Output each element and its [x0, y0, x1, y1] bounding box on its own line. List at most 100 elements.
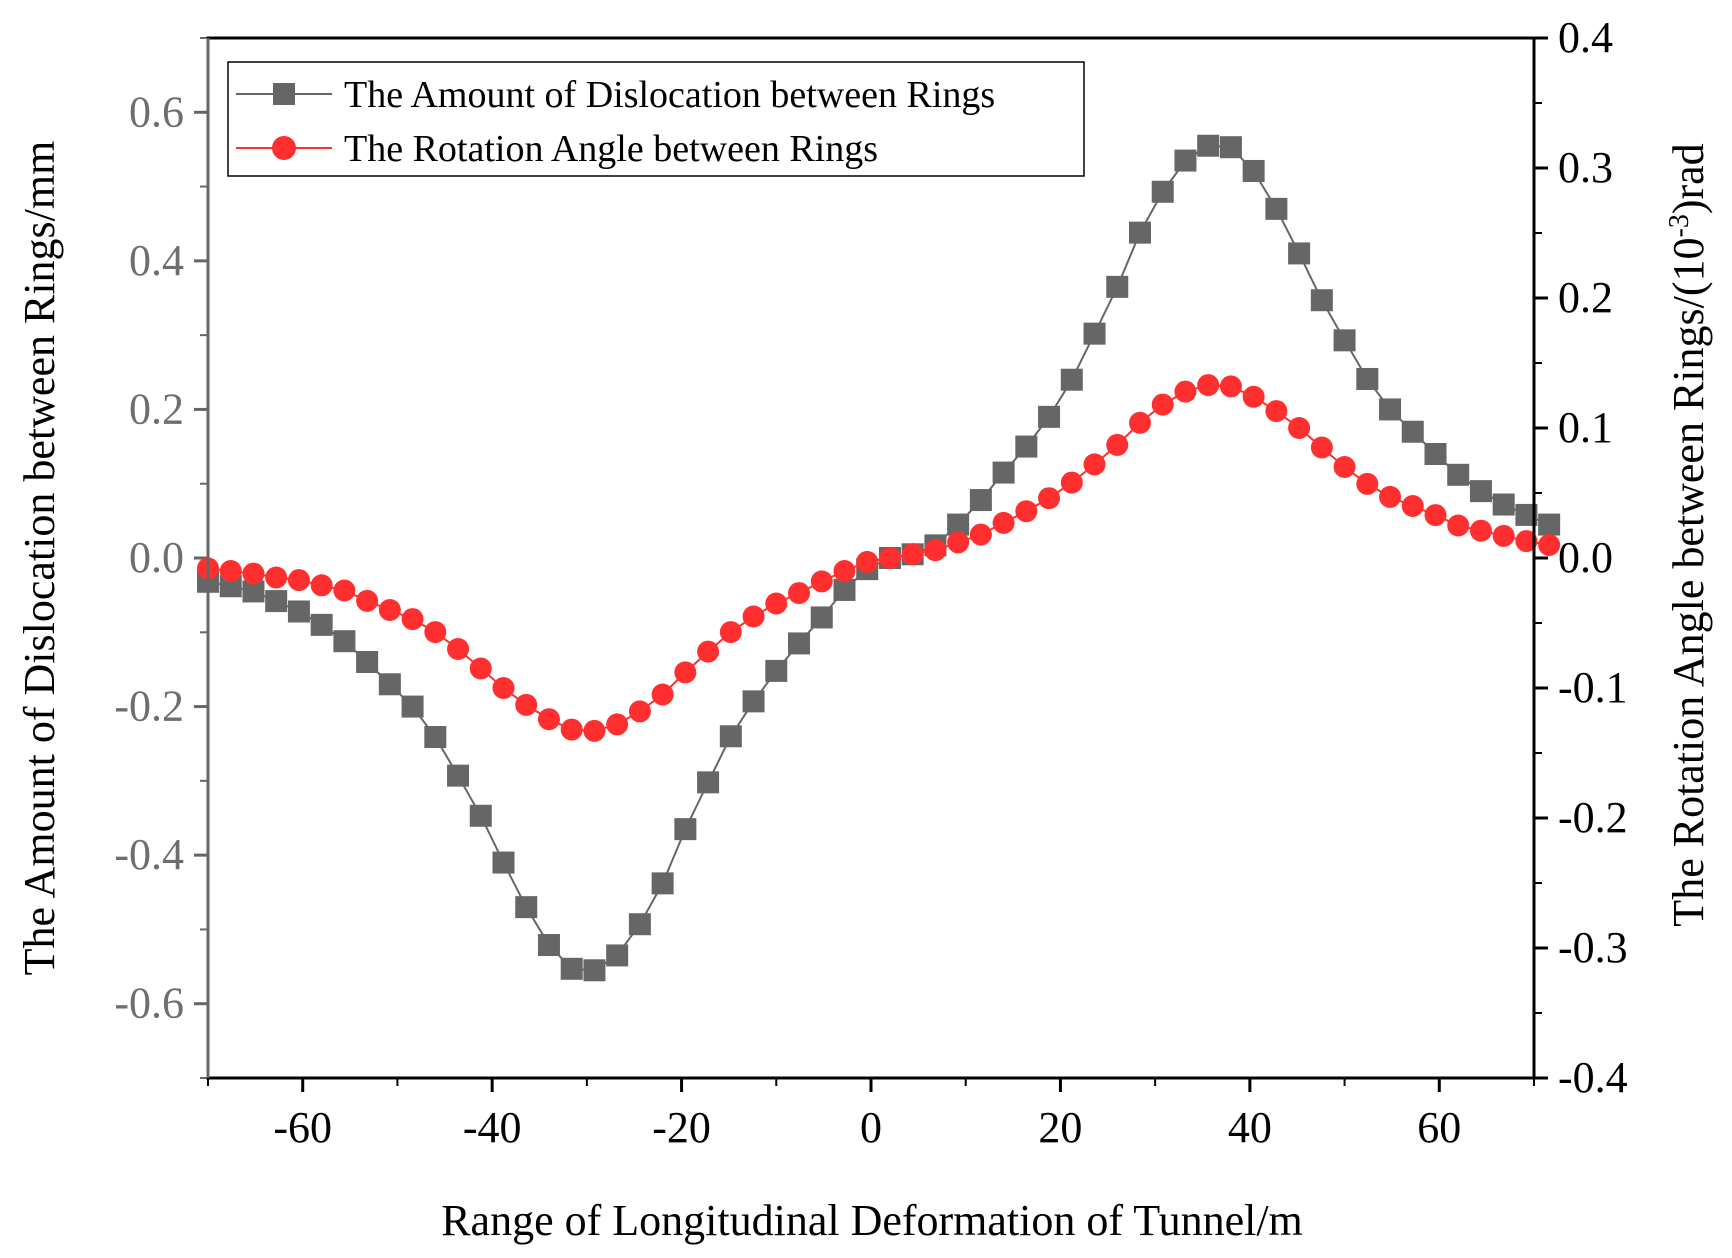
data-point-rotation: [878, 547, 901, 569]
x-tick-label: 40: [1228, 1103, 1272, 1152]
data-point-rotation: [651, 683, 674, 706]
y-axis-left-title: The Amount of Dislocation between Rings/…: [15, 141, 64, 976]
data-point-dislocation: [1219, 136, 1242, 159]
data-point-rotation: [1469, 519, 1492, 542]
data-point-dislocation: [378, 673, 401, 696]
data-point-dislocation: [424, 726, 447, 749]
data-point-dislocation: [333, 630, 356, 653]
data-point-dislocation: [1424, 443, 1447, 465]
data-point-rotation: [1424, 504, 1447, 527]
data-point-dislocation: [742, 690, 765, 713]
data-point-dislocation: [719, 725, 742, 748]
y-axis-right-title: The Rotation Angle between Rings/(10-3)r…: [1664, 143, 1714, 926]
data-point-dislocation: [1401, 420, 1424, 443]
data-point-dislocation: [583, 959, 606, 982]
legend-marker-dislocation: [273, 83, 295, 105]
data-point-rotation: [1038, 487, 1061, 510]
data-point-rotation: [810, 570, 833, 593]
data-point-dislocation: [1174, 149, 1197, 172]
data-point-dislocation: [628, 913, 651, 936]
y-axis-right-title-sup: -3: [1664, 214, 1695, 237]
data-point-dislocation: [1310, 289, 1333, 312]
x-tick-label: 0: [860, 1103, 882, 1152]
data-point-rotation: [674, 661, 697, 684]
data-point-rotation: [1401, 495, 1424, 517]
data-point-dislocation: [469, 804, 492, 827]
data-point-dislocation: [447, 764, 470, 787]
data-point-dislocation: [310, 613, 333, 636]
y-right-tick-label: -0.1: [1558, 663, 1628, 712]
data-point-rotation: [401, 608, 424, 631]
data-point-rotation: [333, 579, 356, 602]
y-right-tick-label: -0.3: [1558, 923, 1628, 972]
series-rotation-line: [207, 384, 1550, 732]
data-point-dislocation: [651, 872, 674, 895]
data-point-rotation: [1106, 433, 1129, 456]
series-rotation-markers: [197, 374, 1561, 742]
data-point-rotation: [1492, 524, 1515, 547]
data-point-dislocation: [1015, 435, 1038, 458]
data-point-rotation: [742, 605, 765, 628]
data-point-rotation: [924, 539, 947, 562]
y-left-tick-label: 0.0: [129, 533, 184, 582]
data-point-dislocation: [810, 606, 833, 629]
data-point-dislocation: [1469, 480, 1492, 503]
data-point-rotation: [992, 511, 1015, 534]
data-point-rotation: [560, 718, 583, 741]
data-point-rotation: [901, 543, 924, 566]
data-point-rotation: [1538, 534, 1561, 556]
x-tick-label: -60: [273, 1103, 332, 1152]
data-point-rotation: [1015, 500, 1038, 523]
data-point-rotation: [1310, 436, 1333, 459]
data-point-dislocation: [265, 590, 288, 613]
data-point-dislocation: [1151, 180, 1174, 203]
data-point-rotation: [537, 708, 560, 731]
y-axis-right-title-suffix: )rad: [1664, 143, 1713, 214]
data-point-dislocation: [1197, 134, 1220, 157]
data-point-dislocation: [1356, 367, 1379, 390]
y-right-tick-label: 0.3: [1558, 143, 1613, 192]
data-point-rotation: [242, 562, 265, 585]
data-point-dislocation: [1038, 405, 1061, 428]
data-point-dislocation: [969, 489, 992, 512]
y-right-tick-label: 0.4: [1558, 13, 1613, 62]
y-right-tick-label: -0.4: [1558, 1053, 1628, 1102]
data-point-rotation: [356, 589, 379, 612]
series-line: [207, 144, 1550, 972]
data-point-dislocation: [1106, 275, 1129, 298]
data-point-dislocation: [1515, 503, 1538, 526]
data-point-dislocation: [1379, 398, 1402, 421]
data-point-dislocation: [1128, 221, 1151, 244]
data-point-rotation: [583, 719, 606, 742]
data-point-rotation: [697, 640, 720, 663]
legend-box: [227, 61, 1085, 177]
x-tick-label: 60: [1417, 1103, 1461, 1152]
x-axis-title: Range of Longitudinal Deformation of Tun…: [441, 1196, 1303, 1245]
x-tick-label: 20: [1038, 1103, 1082, 1152]
x-tick-label: -40: [463, 1103, 522, 1152]
data-point-dislocation: [287, 600, 310, 623]
data-point-dislocation: [765, 659, 788, 682]
data-point-rotation: [1288, 417, 1311, 439]
data-point-rotation: [606, 713, 629, 736]
data-point-rotation: [1219, 375, 1242, 398]
data-point-rotation: [378, 599, 401, 621]
data-point-dislocation: [947, 513, 970, 536]
series-dislocation-line: [207, 144, 1550, 972]
data-point-rotation: [1379, 485, 1402, 508]
data-point-dislocation: [356, 651, 379, 673]
data-point-rotation: [1265, 400, 1288, 423]
tick-labels: -0.6 -0.4 -0.2 0.0 0.2 0.4 0.6 -0.4 -0.3 -0.2 -0.1…: [114, 13, 1627, 1152]
y-left-tick-label: -0.4: [114, 830, 184, 879]
x-tick-label: -20: [652, 1103, 711, 1152]
data-point-rotation: [947, 531, 970, 554]
data-point-dislocation: [515, 896, 538, 919]
data-point-rotation: [447, 638, 470, 660]
y-right-tick-label: 0.0: [1558, 533, 1613, 582]
data-point-dislocation: [219, 575, 242, 598]
data-point-rotation: [1083, 453, 1106, 476]
data-point-rotation: [1242, 385, 1265, 408]
data-point-rotation: [765, 592, 788, 615]
data-point-dislocation: [537, 934, 560, 957]
